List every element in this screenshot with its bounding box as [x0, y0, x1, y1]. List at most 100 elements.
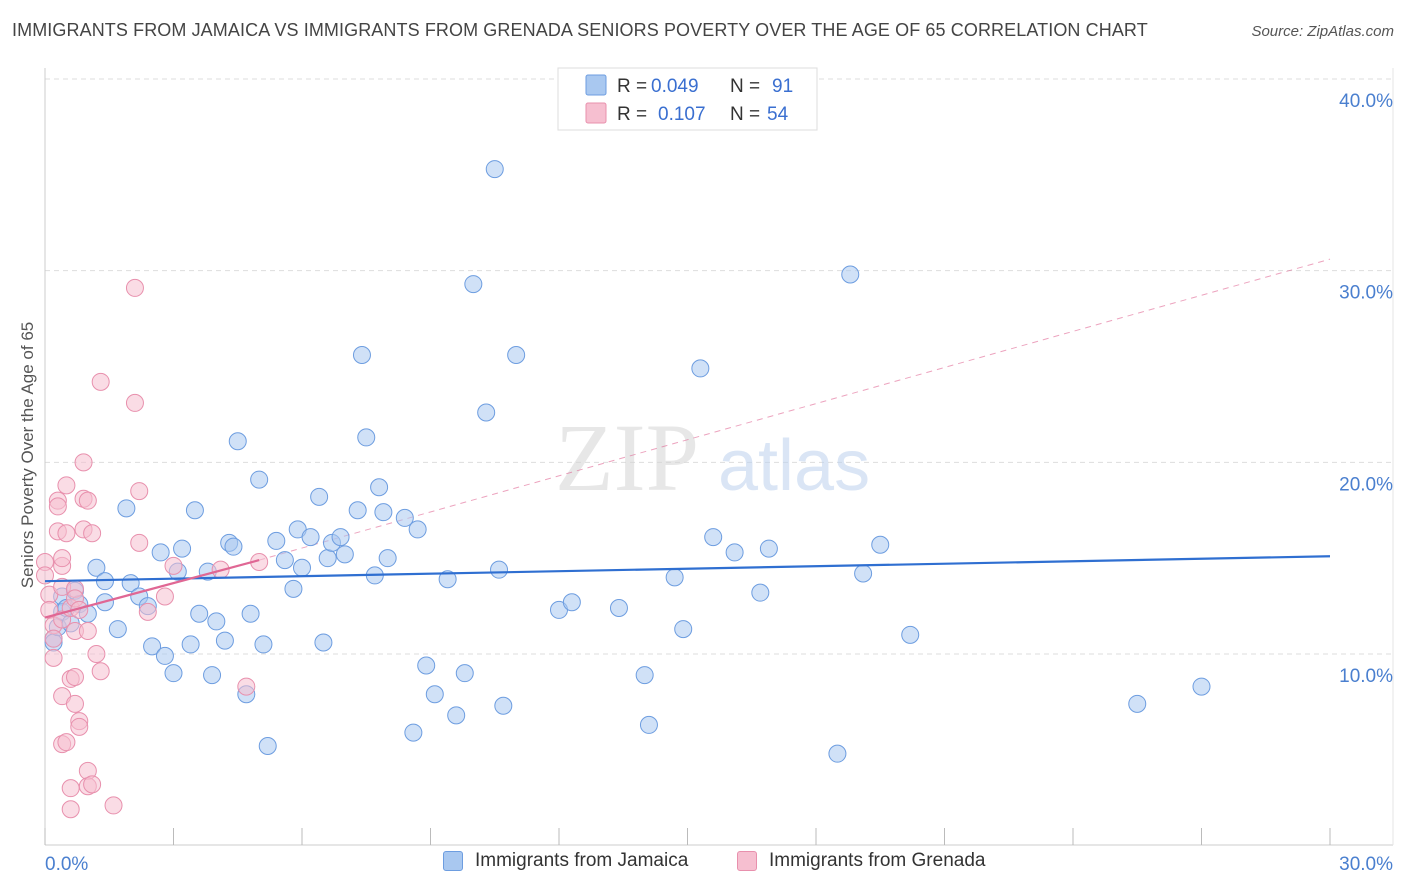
jamaica-point[interactable]: [293, 558, 311, 577]
jamaica-point[interactable]: [759, 539, 778, 558]
jamaica-point[interactable]: [1128, 694, 1147, 713]
jamaica-point[interactable]: [190, 604, 209, 623]
jamaica-point[interactable]: [725, 543, 744, 562]
jamaica-point[interactable]: [314, 633, 333, 652]
jamaica-point[interactable]: [665, 568, 684, 587]
jamaica-point[interactable]: [370, 478, 389, 497]
jamaica-point[interactable]: [185, 501, 204, 520]
jamaica-point[interactable]: [408, 520, 427, 539]
jamaica-point[interactable]: [228, 432, 247, 451]
jamaica-point[interactable]: [464, 275, 483, 294]
jamaica-point[interactable]: [494, 696, 513, 715]
jamaica-point[interactable]: [639, 715, 658, 734]
grenada-point[interactable]: [237, 677, 256, 696]
jamaica-point[interactable]: [635, 666, 654, 685]
jamaica-point[interactable]: [828, 744, 847, 763]
jamaica-point[interactable]: [173, 539, 192, 558]
jamaica-point[interactable]: [318, 549, 337, 568]
jamaica-point[interactable]: [378, 549, 397, 568]
jamaica-point[interactable]: [751, 583, 770, 602]
grenada-point[interactable]: [48, 497, 67, 516]
jamaica-point[interactable]: [374, 503, 393, 522]
jamaica-point[interactable]: [404, 723, 423, 742]
jamaica-point[interactable]: [455, 664, 474, 683]
grenada-point[interactable]: [87, 645, 106, 663]
grenada-point[interactable]: [83, 775, 102, 794]
jamaica-point[interactable]: [151, 543, 170, 562]
grenada-point[interactable]: [78, 491, 97, 510]
jamaica-point[interactable]: [871, 535, 890, 554]
jamaica-point[interactable]: [357, 428, 376, 447]
jamaica-point[interactable]: [143, 637, 162, 656]
jamaica-point[interactable]: [507, 346, 526, 364]
jamaica-point[interactable]: [854, 564, 873, 583]
jamaica-point[interactable]: [203, 666, 222, 685]
jamaica-point[interactable]: [674, 620, 693, 639]
jamaica-point[interactable]: [250, 470, 269, 489]
jamaica-point[interactable]: [609, 599, 628, 617]
grenada-point[interactable]: [36, 566, 54, 585]
jamaica-point[interactable]: [155, 646, 174, 665]
jamaica-point[interactable]: [301, 528, 320, 547]
jamaica-point[interactable]: [275, 551, 294, 570]
jamaica-point[interactable]: [207, 612, 226, 631]
jamaica-point[interactable]: [352, 346, 371, 364]
jamaica-point[interactable]: [254, 635, 273, 654]
jamaica-point[interactable]: [284, 579, 303, 598]
jamaica-point[interactable]: [704, 528, 723, 547]
grenada-point[interactable]: [164, 556, 183, 575]
jamaica-point[interactable]: [117, 499, 136, 518]
legend-item-jamaica[interactable]: Immigrants from Jamaica: [443, 850, 688, 872]
jamaica-point[interactable]: [901, 625, 920, 644]
grenada-point[interactable]: [155, 587, 174, 606]
grenada-point[interactable]: [74, 453, 93, 472]
jamaica-point[interactable]: [447, 706, 466, 725]
grenada-point[interactable]: [125, 393, 144, 412]
grenada-point[interactable]: [91, 662, 110, 681]
grenada-point[interactable]: [44, 629, 63, 648]
jamaica-point[interactable]: [87, 558, 106, 577]
jamaica-point[interactable]: [485, 160, 504, 179]
jamaica-point[interactable]: [164, 664, 183, 683]
grenada-point[interactable]: [65, 668, 84, 686]
grenada-point[interactable]: [130, 482, 149, 501]
legend-item-grenada[interactable]: Immigrants from Grenada: [737, 850, 985, 872]
jamaica-point[interactable]: [348, 501, 367, 520]
jamaica-point[interactable]: [477, 403, 496, 422]
jamaica-point[interactable]: [841, 265, 860, 284]
jamaica-point[interactable]: [241, 604, 260, 623]
jamaica-point[interactable]: [425, 685, 444, 704]
jamaica-point[interactable]: [181, 635, 200, 654]
jamaica-point[interactable]: [490, 560, 509, 579]
grenada-point[interactable]: [44, 648, 63, 667]
grenada-point[interactable]: [91, 372, 110, 391]
grenada-point[interactable]: [57, 733, 76, 752]
grenada-point[interactable]: [138, 602, 157, 621]
jamaica-point[interactable]: [1192, 677, 1211, 696]
grenada-point[interactable]: [61, 779, 80, 798]
jamaica-point[interactable]: [395, 508, 414, 527]
jamaica-point[interactable]: [215, 631, 234, 650]
grenada-point[interactable]: [104, 796, 123, 815]
jamaica-point[interactable]: [562, 593, 581, 612]
grenada-point[interactable]: [125, 278, 144, 297]
jamaica-point[interactable]: [310, 487, 329, 506]
grenada-point[interactable]: [65, 694, 84, 713]
grenada-point[interactable]: [57, 476, 76, 495]
jamaica-point[interactable]: [335, 545, 354, 564]
grenada-point[interactable]: [83, 524, 102, 543]
jamaica-point[interactable]: [438, 570, 457, 589]
jamaica-point[interactable]: [691, 359, 710, 378]
jamaica-point[interactable]: [258, 737, 277, 755]
jamaica-point[interactable]: [267, 531, 286, 550]
grenada-point[interactable]: [70, 717, 89, 736]
jamaica-point[interactable]: [224, 537, 243, 556]
grenada-point[interactable]: [78, 622, 97, 640]
jamaica-point[interactable]: [108, 620, 127, 639]
jamaica-point[interactable]: [417, 656, 436, 675]
grenada-point[interactable]: [61, 800, 80, 819]
grenada-point[interactable]: [130, 533, 149, 552]
jamaica-point[interactable]: [331, 528, 350, 547]
grenada-point[interactable]: [57, 524, 76, 543]
grenada-point[interactable]: [53, 549, 72, 568]
